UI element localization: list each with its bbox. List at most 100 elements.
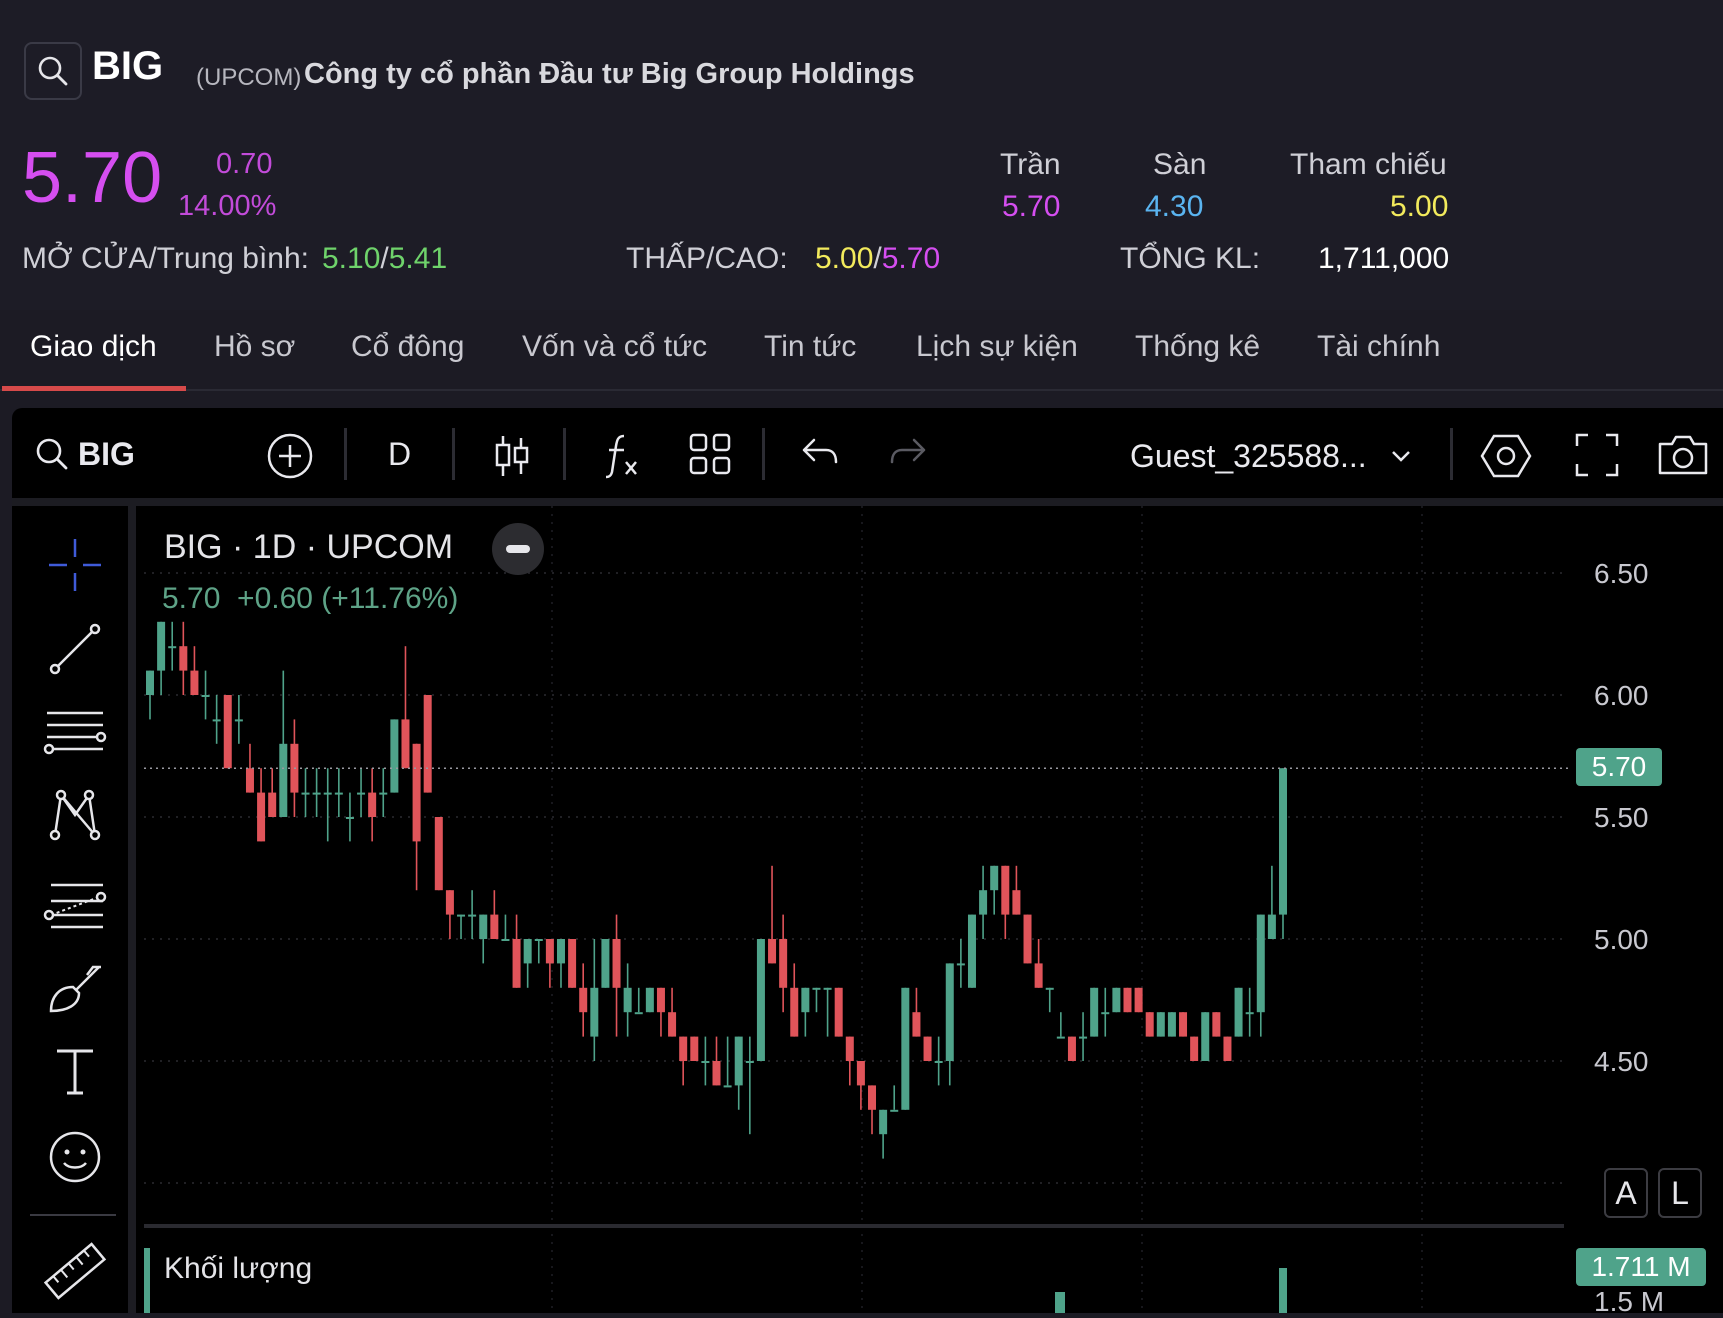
total-volume-value: 1,711,000 — [1318, 242, 1450, 275]
candlestick-icon — [495, 436, 529, 476]
candle-body — [168, 646, 177, 649]
candle-body — [634, 1012, 643, 1015]
tab-von-co-tuc[interactable]: Vốn và cổ tức — [522, 330, 708, 363]
layout-button[interactable] — [688, 432, 732, 481]
candle-body — [845, 1036, 854, 1061]
candle-body — [801, 987, 810, 1013]
chart-legend-title: BIG · 1D · UPCOM — [164, 528, 454, 566]
crosshair-icon — [49, 539, 101, 591]
emoji-tool[interactable] — [40, 1122, 110, 1192]
settings-button[interactable] — [1480, 430, 1532, 487]
candle-body — [590, 987, 599, 1037]
brush-icon — [49, 965, 101, 1013]
auto-scale-button[interactable]: A — [1604, 1168, 1648, 1218]
price-axis-label: 5.00 — [1594, 924, 1649, 955]
candle-body — [212, 719, 221, 722]
tab-thong-ke[interactable]: Thống kê — [1135, 330, 1261, 363]
fullscreen-button[interactable] — [1574, 432, 1620, 483]
crosshair-tool[interactable] — [40, 530, 110, 600]
candle-body — [1023, 914, 1032, 964]
user-menu[interactable]: Guest_325588... — [1130, 432, 1411, 480]
candle-body — [1134, 987, 1143, 1013]
measure-tool[interactable] — [40, 1236, 110, 1306]
candle-body — [690, 1036, 699, 1061]
candle-body — [268, 792, 277, 817]
candle-body — [1067, 1036, 1076, 1061]
candles — [146, 621, 1287, 1159]
text-icon — [57, 1049, 93, 1095]
candle-body — [945, 963, 954, 1061]
candle-body — [1112, 987, 1121, 1013]
tab-tin-tuc[interactable]: Tin tức — [764, 330, 857, 363]
price-axis[interactable]: 6.50 6.00 5.50 5.00 4.50 — [1594, 558, 1649, 1077]
volume-bars — [144, 1248, 1287, 1313]
candle-body — [179, 646, 188, 671]
slash: / — [380, 242, 389, 275]
volume-bar — [1055, 1292, 1065, 1313]
ceiling-value: 5.70 — [1002, 190, 1061, 223]
search-button[interactable] — [24, 42, 82, 100]
undo-button[interactable] — [800, 436, 840, 477]
candle-body — [234, 719, 243, 722]
candle-body — [890, 1109, 899, 1112]
chart-type-button[interactable] — [492, 432, 532, 485]
fib-retracement-icon — [43, 883, 107, 929]
screenshot-button[interactable] — [1656, 430, 1710, 483]
brush-tool[interactable] — [40, 954, 110, 1024]
toolbar-separator — [762, 428, 765, 480]
text-tool[interactable] — [40, 1036, 110, 1106]
candle-body — [1267, 914, 1276, 939]
open-avg-value: 5.10/5.41 — [322, 242, 447, 276]
redo-icon — [890, 438, 926, 464]
candle-body — [545, 939, 554, 964]
volume-pane-label: Khối lượng — [164, 1252, 313, 1285]
candle-body — [823, 987, 832, 990]
candle-body — [1190, 1036, 1199, 1061]
current-price: 5.70 — [22, 138, 163, 218]
symbol-search[interactable]: BIG — [34, 428, 135, 480]
add-symbol-button[interactable] — [266, 432, 314, 485]
horizontal-lines-icon — [43, 711, 107, 755]
candle-body — [434, 817, 443, 891]
price-axis-label: 4.50 — [1594, 1046, 1649, 1077]
candle-body — [345, 817, 354, 819]
indicators-button[interactable] — [600, 430, 644, 485]
camera-icon — [1658, 435, 1708, 475]
minus-icon — [506, 545, 530, 553]
toolbar-separator — [452, 428, 455, 480]
candle-body — [579, 987, 588, 1013]
tab-ho-so[interactable]: Hồ sơ — [214, 330, 296, 363]
candle-body — [457, 914, 466, 917]
log-scale-button[interactable]: L — [1658, 1168, 1702, 1218]
chevron-down-icon — [1391, 451, 1410, 462]
candle-body — [701, 1061, 710, 1063]
ruler-icon — [43, 1242, 107, 1300]
candle-body — [401, 719, 410, 769]
redo-button[interactable] — [888, 436, 928, 477]
candle-body — [812, 987, 821, 990]
search-icon — [36, 438, 68, 470]
high-value: 5.70 — [881, 242, 941, 275]
toolbar-border — [12, 498, 1723, 506]
candle-body — [1201, 1012, 1210, 1061]
parallel-lines-tool[interactable] — [40, 696, 110, 766]
pattern-tool[interactable] — [40, 780, 110, 850]
candle-body — [601, 939, 610, 988]
collapse-legend-button[interactable] — [492, 523, 544, 575]
floor-value: 4.30 — [1145, 190, 1204, 223]
candle-body — [1156, 1012, 1165, 1037]
price-chart[interactable]: 6.50 6.00 5.50 5.00 4.50 — [144, 506, 1723, 1313]
ceiling-label: Trần — [1000, 148, 1061, 181]
low-high-label: THẤP/CAO: — [626, 242, 788, 275]
candle-body — [568, 939, 577, 988]
tab-tai-chinh[interactable]: Tài chính — [1317, 330, 1441, 363]
trend-line-tool[interactable] — [40, 614, 110, 684]
tab-lich-su-kien[interactable]: Lịch sự kiện — [916, 330, 1078, 363]
candle-body — [901, 987, 910, 1110]
fibonacci-tool[interactable] — [40, 870, 110, 940]
undo-icon — [802, 438, 838, 464]
candle-body — [967, 914, 976, 988]
tab-co-dong[interactable]: Cổ đông — [351, 330, 465, 363]
tab-giao-dich[interactable]: Giao dịch — [30, 330, 157, 363]
interval-button[interactable]: D — [388, 436, 412, 472]
